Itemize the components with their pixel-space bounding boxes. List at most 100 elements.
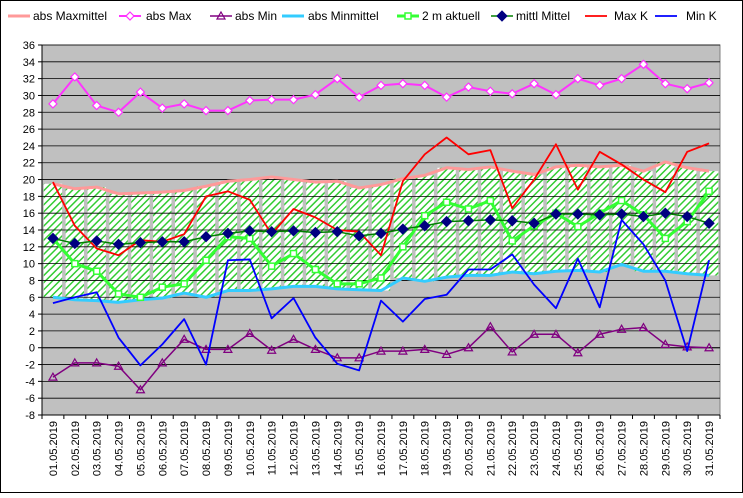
series-line [52,262,710,304]
data-point [594,209,606,221]
data-point [69,237,81,250]
data-point [551,89,561,100]
legend: abs Maxmittel abs Max abs Min abs Minmittel… [8,9,717,23]
data-point [354,92,364,102]
data-point [615,208,628,220]
data-point [682,83,693,94]
data-point [398,78,408,89]
data-point [91,100,102,111]
x-tick-label: 06.05.2019 [157,421,169,476]
legend-item: abs Minmittel [282,9,379,23]
y-tick-label: -2 [25,360,35,372]
x-tick-label: 05.05.2019 [135,421,147,476]
x-tick-label: 07.05.2019 [179,421,191,476]
data-point [112,238,125,251]
data-point [69,72,80,82]
data-point [179,334,190,343]
x-tick-label: 16.05.2019 [376,421,388,476]
data-point [572,208,584,220]
data-point [180,280,188,288]
series-min-k [52,219,710,372]
x-tick-label: 02.05.2019 [70,421,82,476]
y-tick-label: 10 [23,259,35,271]
data-point [419,220,431,232]
legend-item: 2 m aktuell [397,9,480,23]
x-tick-label: 09.05.2019 [223,421,235,476]
x-tick-label: 29.05.2019 [660,421,672,476]
data-point [637,210,650,223]
data-point [574,222,582,231]
data-point [486,196,495,205]
data-point [463,342,474,352]
series-line [52,219,710,372]
data-point [135,384,146,394]
x-tick-label: 22.05.2019 [507,421,519,476]
data-point [178,236,190,248]
data-point [659,207,672,219]
data-point [244,328,255,338]
x-tick-label: 17.05.2019 [398,421,410,476]
data-point [90,235,103,247]
data-point [354,352,365,362]
data-point [333,280,342,288]
data-point [420,211,429,220]
data-point [507,346,518,356]
x-tick-label: 19.05.2019 [442,421,454,476]
y-tick-label: 34 [23,57,35,69]
data-point [550,208,562,220]
y-tick-label: 18 [23,191,35,203]
data-point [266,94,277,105]
data-point [92,267,101,275]
data-point [376,80,386,91]
y-tick-label: -8 [25,410,35,422]
data-point [48,99,58,109]
y-tick-label: 28 [23,107,35,119]
x-tick-label: 13.05.2019 [310,421,322,476]
x-tick-label: 14.05.2019 [332,421,344,476]
data-point [222,227,234,240]
data-point [311,265,320,274]
x-tick-label: 03.05.2019 [92,421,104,476]
data-point [157,103,168,113]
data-point [244,95,255,106]
data-point [201,105,211,116]
data-point [202,256,210,265]
y-tick-label: 24 [23,141,35,153]
x-tick-label: 31.05.2019 [704,421,716,476]
data-point [704,77,714,88]
legend-label: 2 m aktuell [422,9,480,23]
data-point [485,321,496,331]
data-point [244,225,256,237]
legend-marker [496,10,508,22]
data-point [158,283,167,291]
series-abs-maxmittel [52,160,710,196]
x-tick-label: 21.05.2019 [485,421,497,476]
x-tick-label: 04.05.2019 [114,421,126,476]
data-point [156,236,168,248]
data-point [441,349,452,359]
y-tick-label: 30 [23,90,35,102]
data-point [681,210,693,223]
data-point [331,225,343,238]
data-point [440,215,453,228]
data-point [223,105,233,116]
data-point [462,215,475,227]
data-point [616,324,627,333]
y-tick-label: -6 [25,393,35,405]
data-point [508,237,516,245]
x-tick-label: 08.05.2019 [201,421,213,476]
data-point [442,198,451,206]
data-point [332,73,343,84]
data-point [397,345,408,355]
data-point [200,344,212,354]
y-tick-label: 8 [29,275,35,287]
data-point [617,196,626,205]
data-point [91,357,102,367]
legend-item: Min K [655,9,717,23]
legend-label: abs Max [146,9,191,23]
series-line [52,325,710,391]
legend-marker [215,10,227,20]
data-point [289,249,298,258]
data-point [485,86,496,97]
